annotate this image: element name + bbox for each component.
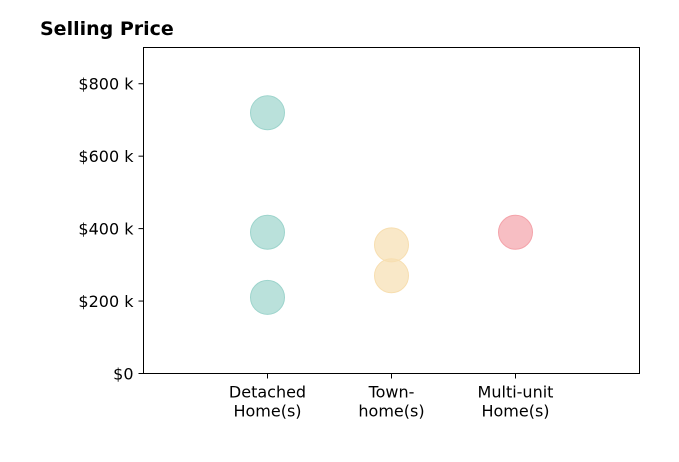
scatter-point [250,95,285,131]
x-tick-label: Detached Home(s) [229,383,306,421]
scatter-point [250,214,285,250]
y-tick-label: $400 k [78,220,134,239]
scatter-point [374,258,409,294]
scatter-point [374,227,409,263]
plot-marks [250,95,533,315]
chart-title: Selling Price [40,18,174,40]
x-tick-label: Town-home(s) [358,383,424,421]
y-tick-label: $0 [113,365,133,384]
y-tick-label: $800 k [78,75,134,94]
plot-frame [143,47,640,374]
scatter-point [250,279,285,315]
scatter-point [498,214,533,250]
y-axis: $0 $200 k $400 k $600 k $800 k [78,75,144,384]
x-tick-label: Multi-unit Home(s) [478,383,554,421]
y-tick-label: $600 k [78,147,134,166]
y-tick-label: $200 k [78,292,134,311]
x-axis: Detached Home(s) Town-home(s) Multi-unit Hom… [229,373,554,421]
